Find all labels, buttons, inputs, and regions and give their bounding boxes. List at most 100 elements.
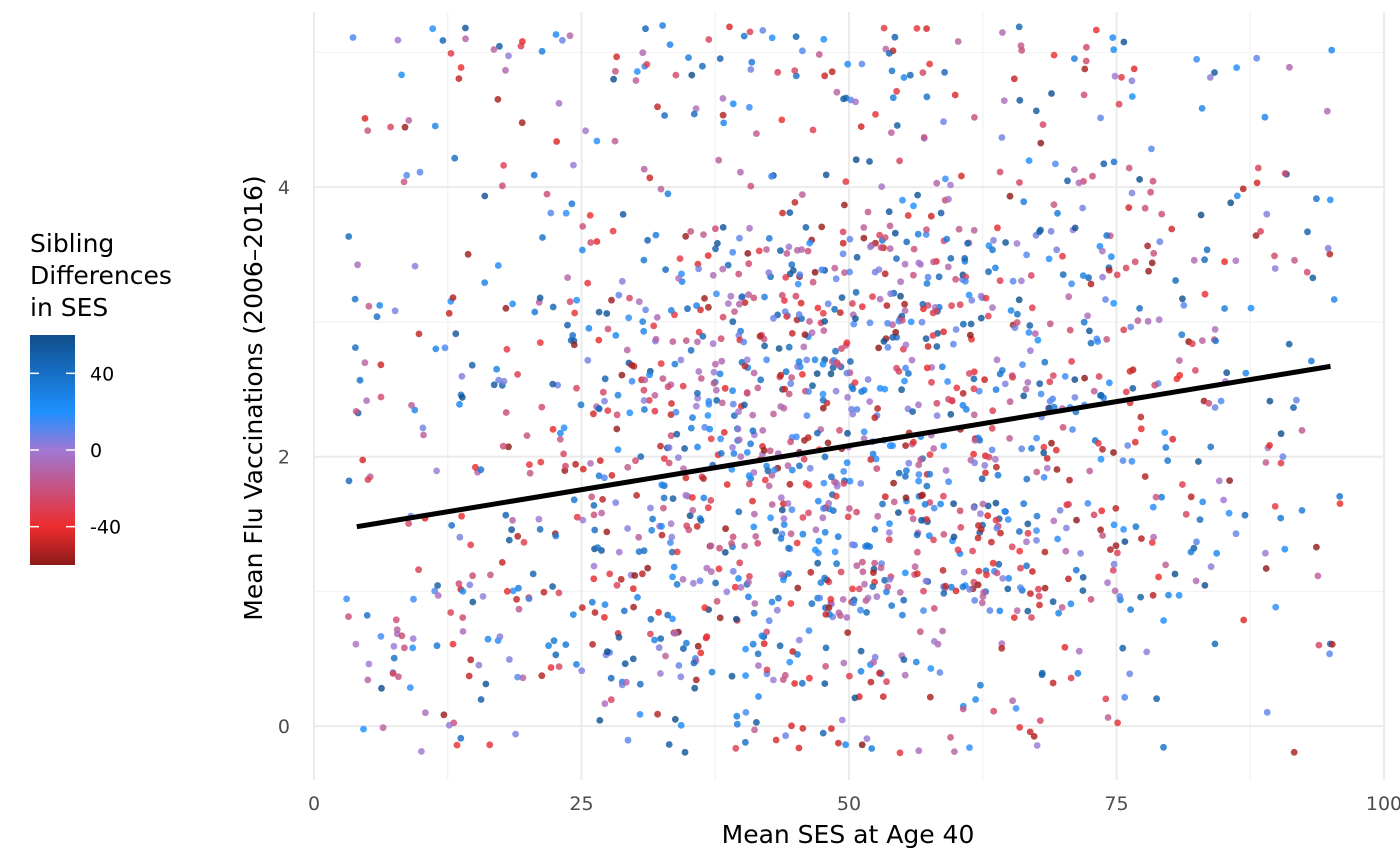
data-point <box>1071 394 1079 401</box>
data-point <box>635 548 643 555</box>
data-point <box>648 526 656 534</box>
data-point <box>669 338 677 345</box>
data-point <box>858 303 866 311</box>
data-point <box>502 409 510 416</box>
data-point <box>1001 380 1009 388</box>
data-point <box>795 358 803 366</box>
data-point <box>1053 246 1061 254</box>
data-point <box>912 658 920 666</box>
data-point <box>735 270 743 278</box>
data-point <box>999 29 1006 36</box>
data-point <box>1138 535 1145 542</box>
data-point <box>457 64 465 71</box>
data-point <box>858 741 866 749</box>
x-axis-title: Mean SES at Age 40 <box>722 820 975 849</box>
data-point <box>618 277 626 285</box>
data-point <box>883 302 891 309</box>
data-point <box>1027 272 1035 279</box>
data-point <box>1009 697 1016 705</box>
data-point <box>732 615 740 623</box>
data-point <box>811 268 819 276</box>
data-point <box>377 393 385 401</box>
data-point <box>716 55 724 62</box>
data-point <box>536 339 544 346</box>
data-point <box>613 581 621 589</box>
data-point <box>1223 369 1231 377</box>
data-point <box>966 744 973 751</box>
data-point <box>1298 507 1306 514</box>
data-point <box>858 60 866 68</box>
data-point <box>617 575 625 583</box>
data-point <box>1176 371 1184 379</box>
data-point <box>587 460 594 467</box>
data-point <box>786 658 794 666</box>
data-point <box>975 387 983 395</box>
data-point <box>833 88 841 96</box>
data-point <box>641 376 649 384</box>
data-point <box>1014 310 1021 318</box>
data-point <box>918 492 925 500</box>
data-point <box>837 568 845 576</box>
data-point <box>1007 307 1015 314</box>
data-point <box>737 168 744 176</box>
data-point <box>667 539 674 546</box>
data-point <box>729 533 737 541</box>
data-point <box>652 231 660 239</box>
data-point <box>1323 107 1331 115</box>
data-point <box>1113 271 1121 279</box>
data-point <box>410 595 417 603</box>
data-point <box>888 67 896 75</box>
data-point <box>755 247 763 255</box>
data-point <box>895 509 902 516</box>
x-tick-label: 50 <box>837 793 861 815</box>
data-point <box>812 526 820 534</box>
data-point <box>687 346 695 354</box>
data-point <box>719 224 727 231</box>
data-point <box>590 562 598 570</box>
data-point <box>952 275 959 283</box>
data-point <box>771 466 778 474</box>
data-point <box>915 471 923 478</box>
data-point <box>988 446 996 454</box>
data-point <box>866 158 873 165</box>
data-point <box>819 396 827 404</box>
legend-ticks: 400-40 <box>30 363 121 539</box>
data-point <box>1266 442 1273 449</box>
data-point <box>806 318 813 325</box>
data-point <box>714 240 721 247</box>
data-point <box>354 261 361 269</box>
data-point <box>624 463 632 471</box>
data-point <box>833 560 840 568</box>
data-point <box>940 531 948 538</box>
data-point <box>950 533 958 541</box>
data-point <box>1136 305 1143 312</box>
data-point <box>406 684 414 691</box>
data-point <box>720 119 728 127</box>
data-point <box>642 25 649 33</box>
data-point <box>657 635 665 642</box>
data-point <box>809 126 817 134</box>
data-point <box>351 295 359 303</box>
data-point <box>903 467 910 475</box>
data-point <box>629 585 637 593</box>
data-point <box>1308 357 1315 365</box>
data-point <box>860 386 868 394</box>
data-point <box>930 504 938 512</box>
data-point <box>607 696 615 704</box>
data-point <box>547 664 555 671</box>
data-point <box>770 676 777 684</box>
data-point <box>599 388 607 396</box>
data-point <box>1130 65 1138 73</box>
data-point <box>724 300 732 307</box>
data-point <box>1103 232 1111 239</box>
data-point <box>735 575 742 582</box>
data-point <box>842 178 850 186</box>
data-point <box>590 575 598 583</box>
data-point <box>1068 358 1075 365</box>
data-point <box>1046 320 1054 328</box>
data-point <box>730 450 738 457</box>
data-point <box>719 313 727 321</box>
data-point <box>850 320 858 328</box>
data-point <box>768 598 776 606</box>
data-point <box>705 36 713 43</box>
